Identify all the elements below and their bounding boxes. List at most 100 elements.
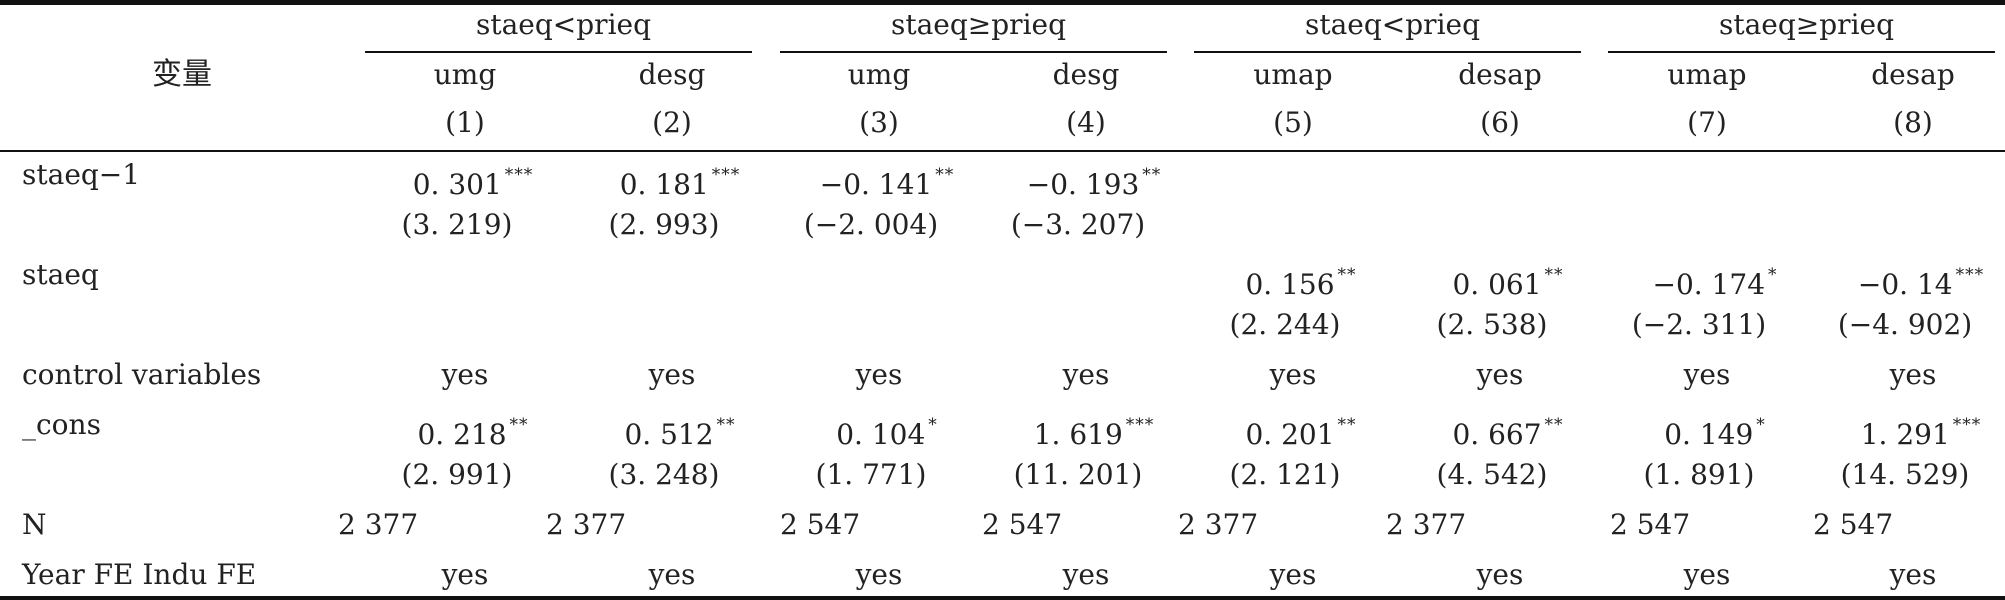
coefficient-value: 0. 201 [1245, 418, 1335, 451]
row-label: N [22, 508, 47, 541]
t-statistic: (14. 529) [1840, 458, 1970, 491]
yes-cell: yes [1889, 358, 1937, 391]
group-underline [1194, 51, 1581, 53]
column-variable: umap [1253, 58, 1333, 91]
t-statistic: (−2. 311) [1631, 308, 1767, 341]
t-statistic: (1. 891) [1643, 458, 1755, 491]
t-statistic: (4. 542) [1436, 458, 1548, 491]
t-statistic: (11. 201) [1013, 458, 1143, 491]
column-number: (3) [859, 106, 899, 139]
coefficient-cell: 0. 301 *** [413, 158, 534, 202]
coefficient-value: 0. 061 [1452, 268, 1542, 301]
yes-cell: yes [1062, 358, 1110, 391]
column-variable: umg [433, 58, 497, 91]
coefficient-cell: −0. 174 * [1652, 258, 1777, 302]
yes-cell: yes [855, 558, 903, 591]
coefficient-value: 0. 301 [412, 168, 502, 201]
observations-cell: 2 547 [1813, 508, 1894, 541]
coefficient-value: 1. 619 [1033, 418, 1123, 451]
significance-stars: * [928, 415, 938, 435]
coefficient-cell: 0. 104 * [836, 408, 938, 452]
yes-cell: yes [855, 358, 903, 391]
column-variable: desg [638, 58, 706, 91]
significance-stars: ** [1337, 265, 1357, 285]
coefficient-value: −0. 14 [1857, 268, 1953, 301]
column-variable: desap [1871, 58, 1955, 91]
t-statistic: (2. 991) [401, 458, 513, 491]
coefficient-value: −0. 193 [1026, 168, 1140, 201]
significance-stars: *** [504, 165, 534, 185]
column-number: (4) [1066, 106, 1106, 139]
coefficient-cell: 0. 512 ** [624, 408, 735, 452]
group-header: staeq<prieq [475, 8, 652, 41]
column-variable: desg [1052, 58, 1120, 91]
table-header-rule [0, 150, 2005, 152]
yes-cell: yes [1269, 358, 1317, 391]
row-label: control variables [22, 358, 262, 391]
t-statistic: (2. 121) [1229, 458, 1341, 491]
coefficient-cell: −0. 141 ** [820, 158, 955, 202]
coefficient-value: 0. 181 [619, 168, 709, 201]
column-number: (7) [1687, 106, 1727, 139]
significance-stars: *** [711, 165, 741, 185]
group-header: staeq<prieq [1304, 8, 1481, 41]
row-label: _cons [22, 408, 101, 441]
column-variable: desap [1458, 58, 1542, 91]
column-number: (2) [652, 106, 692, 139]
t-statistic: (2. 244) [1229, 308, 1341, 341]
significance-stars: ** [1544, 415, 1564, 435]
t-statistic: (−3. 207) [1010, 208, 1146, 241]
coefficient-value: 0. 156 [1245, 268, 1335, 301]
coefficient-cell: 0. 149 * [1664, 408, 1766, 452]
coefficient-value: 0. 218 [417, 418, 507, 451]
group-underline [780, 51, 1167, 53]
significance-stars: * [1756, 415, 1766, 435]
column-number: (8) [1893, 106, 1933, 139]
yes-cell: yes [648, 358, 696, 391]
coefficient-value: 0. 512 [624, 418, 714, 451]
significance-stars: *** [1952, 415, 1982, 435]
yes-cell: yes [1683, 358, 1731, 391]
t-statistic: (−2. 004) [803, 208, 939, 241]
observations-cell: 2 377 [546, 508, 627, 541]
significance-stars: *** [1955, 265, 1985, 285]
coefficient-value: 1. 291 [1860, 418, 1950, 451]
coefficient-value: 0. 104 [836, 418, 926, 451]
coefficient-cell: 0. 156 ** [1245, 258, 1356, 302]
yes-cell: yes [1062, 558, 1110, 591]
significance-stars: ** [716, 415, 736, 435]
observations-cell: 2 377 [1386, 508, 1467, 541]
coefficient-cell: 1. 619 *** [1034, 408, 1155, 452]
t-statistic: (3. 219) [401, 208, 513, 241]
yes-cell: yes [648, 558, 696, 591]
group-header: staeq≥prieq [1718, 8, 1895, 41]
observations-cell: 2 547 [982, 508, 1063, 541]
coefficient-value: 0. 149 [1664, 418, 1754, 451]
observations-cell: 2 547 [780, 508, 861, 541]
column-number: (1) [445, 106, 485, 139]
yes-cell: yes [1889, 558, 1937, 591]
significance-stars: *** [1125, 415, 1155, 435]
significance-stars: * [1768, 265, 1778, 285]
table-top-rule [0, 0, 2005, 5]
row-label: staeq−1 [22, 158, 141, 191]
row-label: Year FE Indu FE [22, 558, 257, 591]
yes-cell: yes [1476, 358, 1524, 391]
column-variable: umap [1667, 58, 1747, 91]
significance-stars: ** [1544, 265, 1564, 285]
observations-cell: 2 377 [1178, 508, 1259, 541]
t-statistic: (2. 538) [1436, 308, 1548, 341]
significance-stars: ** [509, 415, 529, 435]
coefficient-cell: 0. 201 ** [1245, 408, 1356, 452]
coefficient-cell: 0. 181 *** [620, 158, 741, 202]
observations-cell: 2 377 [338, 508, 419, 541]
yes-cell: yes [441, 358, 489, 391]
t-statistic: (−4. 902) [1837, 308, 1973, 341]
coefficient-value: −0. 141 [819, 168, 933, 201]
significance-stars: ** [1142, 165, 1162, 185]
coefficient-cell: −0. 193 ** [1027, 158, 1162, 202]
yes-cell: yes [1269, 558, 1317, 591]
row-label: staeq [22, 258, 99, 291]
coefficient-value: −0. 174 [1652, 268, 1766, 301]
significance-stars: ** [1337, 415, 1357, 435]
